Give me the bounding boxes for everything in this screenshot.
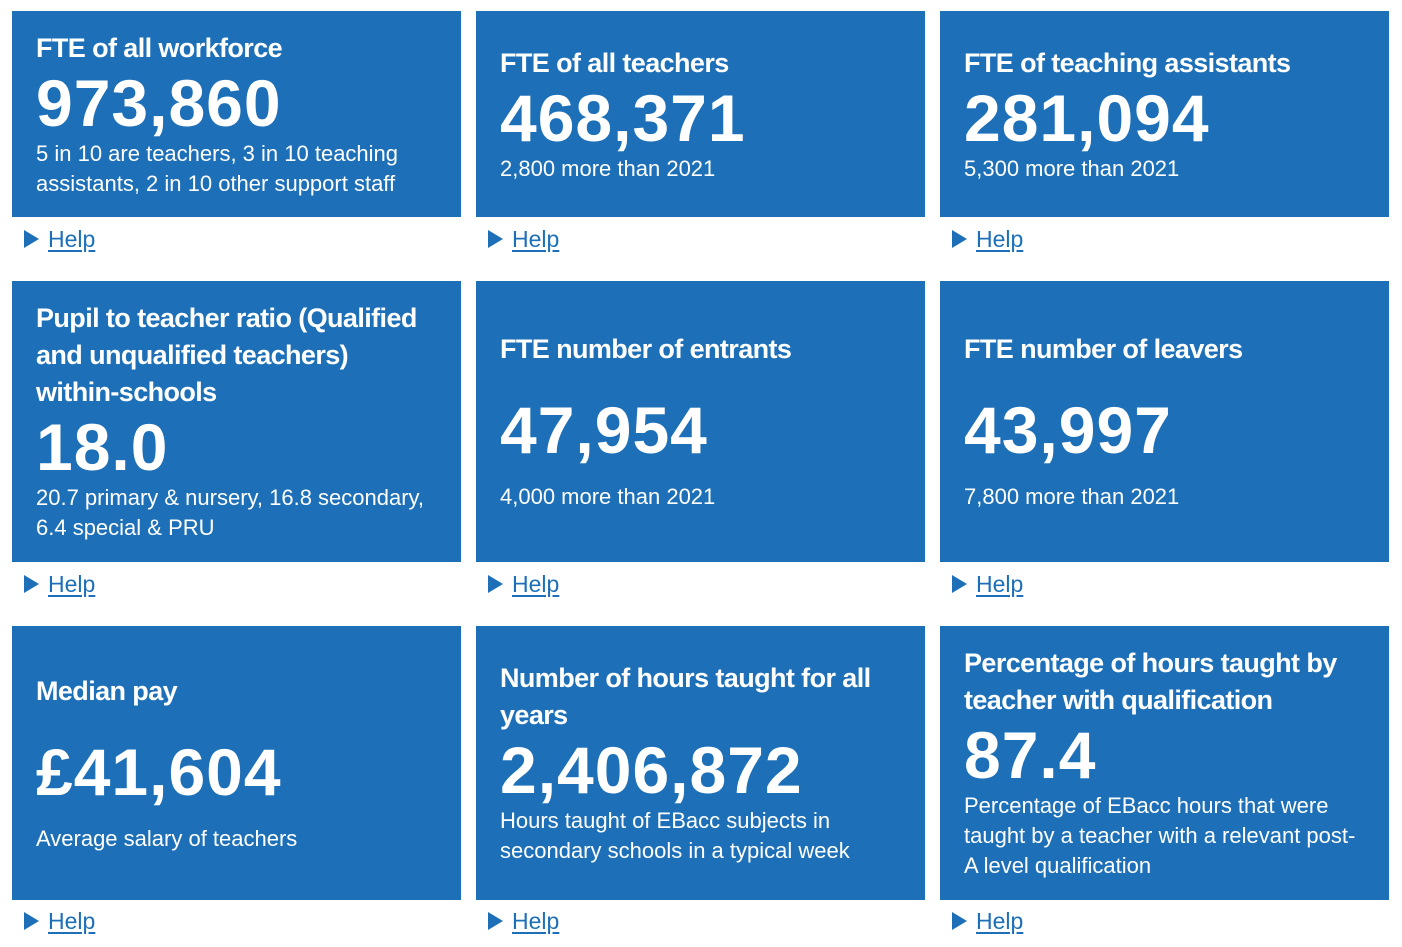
tile-caption: Percentage of EBacc hours that were taug… (964, 793, 1356, 878)
tile-title: FTE number of leavers (964, 334, 1243, 364)
help-toggle-fte-teachers[interactable]: Help (488, 225, 559, 253)
tile-caption: 5 in 10 are teachers, 3 in 10 teaching a… (36, 140, 399, 196)
tile-caption: 7,800 more than 2021 (964, 484, 1180, 509)
tile-hours-taught: Number of hours taught for all years 2,4… (476, 626, 925, 900)
help-link[interactable]: Help (976, 225, 1024, 252)
tile-hours-qualified-percentage: Percentage of hours taught by teacher wi… (940, 626, 1389, 900)
tile-value: 87.4 (964, 718, 1097, 792)
tile-title: FTE of all workforce (36, 32, 283, 63)
tile-title: Median pay (36, 675, 178, 706)
tile-caption: 20.7 primary & nursery, 16.8 secondary, … (36, 485, 425, 540)
tile-caption: Hours taught of EBacc subjects in second… (500, 808, 850, 863)
tile-value: 973,860 (36, 65, 282, 140)
tile-title: Pupil to teacher ratio (Qualified and un… (36, 303, 417, 407)
triangle-right-icon (488, 575, 503, 593)
help-toggle-hours-qualified-percentage[interactable]: Help (952, 907, 1023, 935)
tile-caption: 5,300 more than 2021 (964, 155, 1180, 181)
help-toggle-fte-workforce[interactable]: Help (24, 225, 95, 253)
tile-title: FTE of all teachers (500, 47, 729, 78)
triangle-right-icon (24, 230, 39, 248)
help-link[interactable]: Help (512, 570, 560, 597)
triangle-right-icon (488, 912, 503, 930)
help-link[interactable]: Help (512, 225, 560, 252)
help-link[interactable]: Help (512, 907, 560, 934)
help-toggle-pupil-teacher-ratio[interactable]: Help (24, 570, 95, 598)
tile-fte-leavers: FTE number of leavers 43,997 7,800 more … (940, 281, 1389, 562)
tile-fte-workforce: FTE of all workforce 973,860 5 in 10 are… (12, 11, 461, 217)
help-link[interactable]: Help (976, 570, 1024, 597)
tile-value: 281,094 (964, 80, 1210, 155)
triangle-right-icon (24, 912, 39, 930)
help-toggle-hours-taught[interactable]: Help (488, 907, 559, 935)
tile-median-pay: Median pay £41,604 Average salary of tea… (12, 626, 461, 900)
tile-title: FTE of teaching assistants (964, 47, 1291, 78)
tile-fte-teaching-assistants: FTE of teaching assistants 281,094 5,300… (940, 11, 1389, 217)
help-toggle-fte-entrants[interactable]: Help (488, 570, 559, 598)
tile-value: 18.0 (36, 410, 169, 484)
triangle-right-icon (952, 575, 967, 593)
tile-fte-entrants: FTE number of entrants 47,954 4,000 more… (476, 281, 925, 562)
tile-value: £41,604 (36, 734, 282, 809)
triangle-right-icon (952, 230, 967, 248)
tile-value: 2,406,872 (500, 733, 803, 807)
tile-title: Number of hours taught for all years (500, 663, 871, 730)
help-toggle-median-pay[interactable]: Help (24, 907, 95, 935)
tile-pupil-teacher-ratio: Pupil to teacher ratio (Qualified and un… (12, 281, 461, 562)
tile-caption: 4,000 more than 2021 (500, 484, 716, 509)
tile-value: 468,371 (500, 80, 746, 155)
help-link[interactable]: Help (48, 570, 96, 597)
help-link[interactable]: Help (48, 907, 96, 934)
triangle-right-icon (24, 575, 39, 593)
triangle-right-icon (488, 230, 503, 248)
help-link[interactable]: Help (48, 225, 96, 252)
triangle-right-icon (952, 912, 967, 930)
tile-fte-teachers: FTE of all teachers 468,371 2,800 more t… (476, 11, 925, 217)
tile-title: FTE number of entrants (500, 334, 792, 364)
help-toggle-fte-leavers[interactable]: Help (952, 570, 1023, 598)
help-link[interactable]: Help (976, 907, 1024, 934)
tile-caption: 2,800 more than 2021 (500, 155, 716, 181)
tile-value: 47,954 (500, 393, 708, 467)
tile-caption: Average salary of teachers (36, 825, 298, 851)
help-toggle-fte-teaching-assistants[interactable]: Help (952, 225, 1023, 253)
tile-value: 43,997 (964, 393, 1172, 467)
tile-title: Percentage of hours taught by teacher wi… (964, 648, 1337, 715)
